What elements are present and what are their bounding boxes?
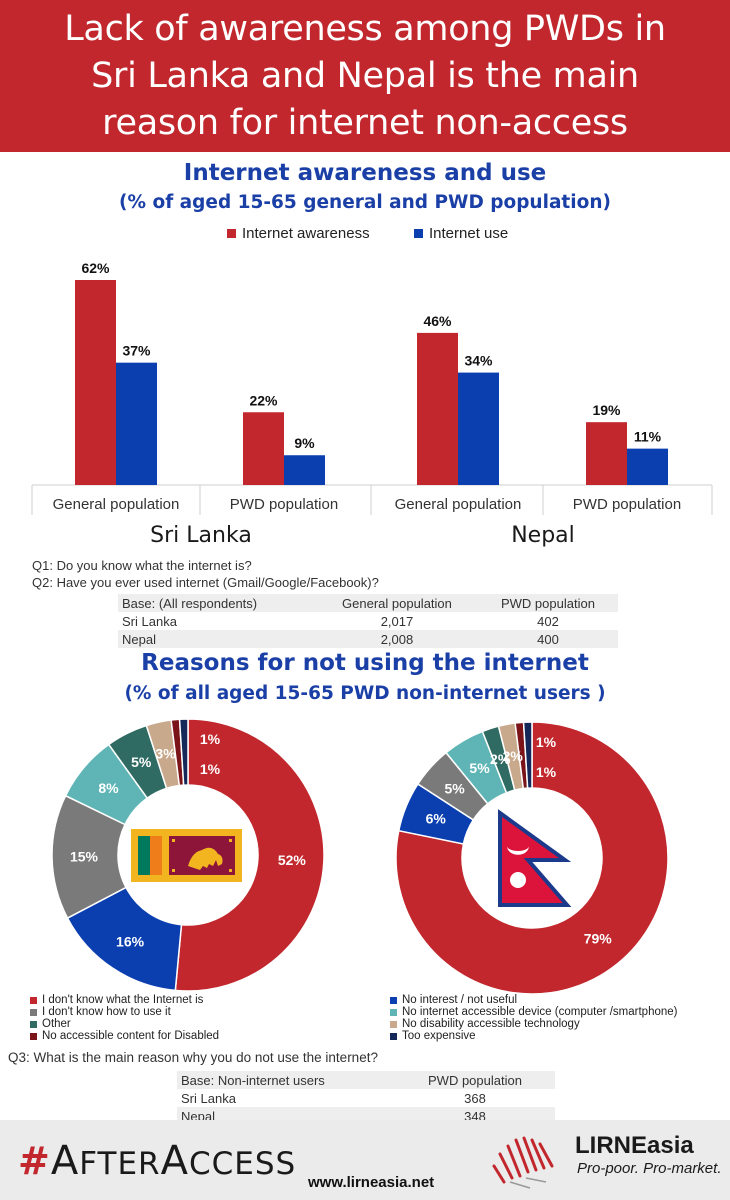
pie-legend-item: Other (30, 1018, 71, 1030)
bar-value-label: 34% (464, 353, 493, 369)
category-tick-label: General population (53, 496, 180, 513)
legend-swatch-use (414, 229, 423, 238)
question-2: Q2: Have you ever used internet (Gmail/G… (32, 575, 379, 590)
slice-value-label: 1% (200, 731, 221, 747)
table-row: Base: (All respondents) General populati… (118, 594, 618, 612)
nepal-flag-field (498, 809, 572, 907)
legend-internet-use: Internet use (414, 225, 508, 242)
slice-value-label: 5% (131, 754, 152, 770)
category-tick-label: PWD population (573, 496, 681, 513)
bar-internet-use (284, 455, 325, 485)
legend-swatch-awareness (227, 229, 236, 238)
donut-chart-nepal: 79%6%5%5%2%2%1%1% (395, 721, 669, 995)
slice-value-label: 1% (200, 761, 221, 777)
header-banner: Lack of awareness among PWDs in Sri Lank… (0, 0, 730, 152)
bar-value-label: 46% (423, 313, 452, 329)
donut-chart-sri-lanka: 52% 16% 15% 8% 5%3% 1% 1% (51, 718, 325, 992)
bar-internet-awareness (586, 422, 627, 485)
slice-value-label: 2% (490, 751, 511, 767)
slice-value-label: 1% (536, 734, 557, 750)
footer: #AFTERACCESS www.lirneasia.net LIRNEasia… (0, 1120, 730, 1200)
bar-chart-title: Internet awareness and use (183, 160, 547, 186)
legend-internet-awareness: Internet awareness (227, 225, 370, 242)
table-row: Sri Lanka 2,017 402 (118, 612, 618, 630)
bar-internet-awareness (417, 332, 458, 485)
bar-chart: 62% 37% General population 22% 9% PWD populat… (31, 260, 713, 548)
lirneasia-tagline: Pro-poor. Pro-market. (577, 1160, 722, 1177)
slice-value-label: 5% (469, 760, 490, 776)
page-title: Lack of awareness among PWDs in Sri Lank… (64, 9, 666, 143)
nepal-flag-sun (510, 872, 526, 888)
country-group-label: Nepal (511, 523, 575, 548)
slice-value-label: 8% (98, 780, 119, 796)
pie-legend-item: I don't know how to use it (30, 1006, 171, 1018)
nepal-flag (498, 809, 572, 907)
pie-legend-item: Too expensive (390, 1030, 476, 1042)
pie-legend-item: I don't know what the Internet is (30, 994, 203, 1006)
slice-value-label: 79% (584, 931, 613, 947)
sri-lanka-flag-lion (188, 847, 223, 870)
slice-value-label: 52% (278, 852, 307, 868)
afteraccess-logo: #AFTERACCESS (18, 1138, 297, 1184)
table-row: Nepal 2,008 400 (118, 630, 618, 648)
donut-slice (395, 721, 669, 995)
slice-value-label: 16% (116, 933, 145, 949)
country-group-label: Sri Lanka (150, 523, 252, 548)
base-table-all-respondents: Base: (All respondents) General populati… (118, 594, 618, 648)
bar-internet-use (627, 448, 668, 485)
pie-charts: 52%16%15%8%5%3%1%1%79%6%5%5%2%2%1%1% (51, 718, 669, 995)
bar-value-label: 37% (122, 343, 151, 359)
sri-lanka-flag-green-stripe (138, 836, 150, 875)
table-row: Sri Lanka 368 (177, 1089, 555, 1107)
bar-internet-use (458, 372, 499, 485)
sri-lanka-flag-leaf (229, 869, 232, 872)
table-row: Base: Non-internet users PWD population (177, 1071, 555, 1089)
sri-lanka-flag-leaf (229, 839, 232, 842)
slice-value-label: 2% (503, 748, 524, 764)
bar-value-label: 19% (592, 402, 621, 418)
lirneasia-logo-mark (492, 1136, 554, 1189)
pie-legend-item: No disability accessible technology (390, 1018, 580, 1030)
bar-internet-awareness (243, 412, 284, 485)
website-url[interactable]: www.lirneasia.net (308, 1174, 435, 1191)
bar-value-label: 11% (634, 429, 662, 445)
slice-value-label: 5% (444, 781, 465, 797)
slice-value-label: 6% (426, 811, 447, 827)
sri-lanka-flag-leaf (172, 839, 175, 842)
question-3: Q3: What is the main reason why you do n… (8, 1050, 378, 1065)
category-tick-label: General population (395, 496, 522, 513)
bar-chart-subtitle: (% of aged 15-65 general and PWD populat… (119, 192, 611, 213)
pie-section-title: Reasons for not using the internet (141, 650, 589, 676)
bar-internet-awareness (75, 280, 116, 485)
donut-slice (174, 718, 325, 992)
pie-legend-item: No internet accessible device (computer … (390, 1006, 678, 1018)
base-table-non-users: Base: Non-internet users PWD population … (177, 1071, 555, 1125)
bar-value-label: 22% (249, 392, 278, 408)
slice-value-label: 1% (536, 764, 557, 780)
sri-lanka-flag-orange-stripe (150, 836, 162, 875)
bar-internet-use (116, 362, 157, 485)
pie-legend-item: No accessible content for Disabled (30, 1030, 219, 1042)
sri-lanka-flag (131, 829, 242, 882)
pie-legend-item: No interest / not useful (390, 994, 517, 1006)
nepal-flag-moon (507, 846, 529, 855)
bar-value-label: 9% (294, 435, 315, 451)
sri-lanka-flag-leaf (172, 869, 175, 872)
category-tick-label: PWD population (230, 496, 338, 513)
donut-slice (522, 721, 533, 789)
pie-section-subtitle: (% of all aged 15-65 PWD non-internet us… (124, 683, 606, 704)
slice-value-label: 15% (70, 849, 99, 865)
question-1: Q1: Do you know what the internet is? (32, 558, 252, 573)
lirneasia-brand: LIRNEasia (575, 1132, 694, 1159)
slice-value-label: 3% (155, 745, 176, 761)
donut-slice (178, 718, 189, 786)
bar-value-label: 62% (81, 260, 110, 276)
